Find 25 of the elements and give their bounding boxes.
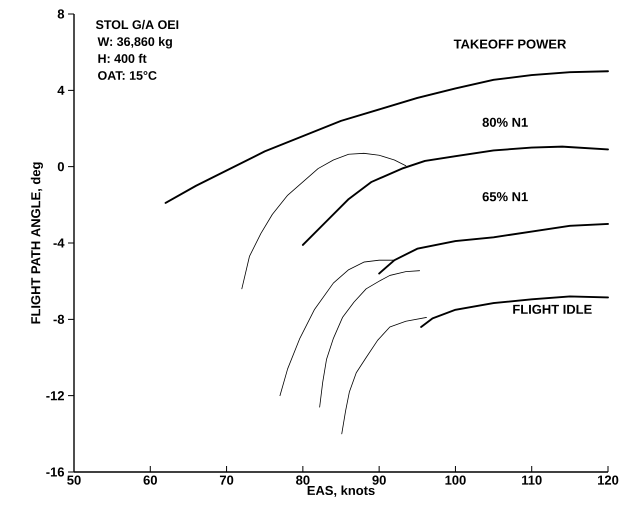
- y-tick-label: 0: [58, 162, 64, 172]
- x-tick-label: 80: [296, 476, 310, 485]
- x-tick-label: 50: [67, 476, 81, 485]
- y-tick-label: -8: [53, 314, 64, 324]
- x-tick-label: 120: [598, 476, 618, 485]
- series-label: FLIGHT IDLE: [513, 304, 592, 314]
- y-tick-label: -16: [46, 467, 64, 477]
- y-axis-title: FLIGHT PATH ANGLE, deg: [30, 162, 43, 324]
- annotation: OAT: 15°C: [98, 71, 157, 80]
- y-tick-label: -12: [46, 391, 64, 400]
- x-tick-label: 110: [522, 476, 542, 485]
- y-tick-label: -4: [53, 238, 64, 248]
- annotation: H: 400 ft: [98, 54, 147, 63]
- x-tick-label: 70: [220, 476, 234, 485]
- series-label: TAKEOFF POWER: [454, 39, 566, 49]
- x-axis-title: EAS, knots: [308, 486, 375, 497]
- x-tick-label: 100: [445, 476, 466, 485]
- x-tick-label: 60: [144, 476, 157, 485]
- y-tick-label: 4: [58, 86, 64, 95]
- text: 65% N1: [482, 192, 528, 202]
- annotation: W: 36,860 kg: [98, 36, 172, 49]
- y-tick-label: 8: [58, 9, 64, 19]
- x-tick-label: 90: [372, 476, 386, 485]
- series-label: 80% N1: [482, 118, 528, 127]
- chart-title: STOL G/A OEI: [96, 20, 178, 30]
